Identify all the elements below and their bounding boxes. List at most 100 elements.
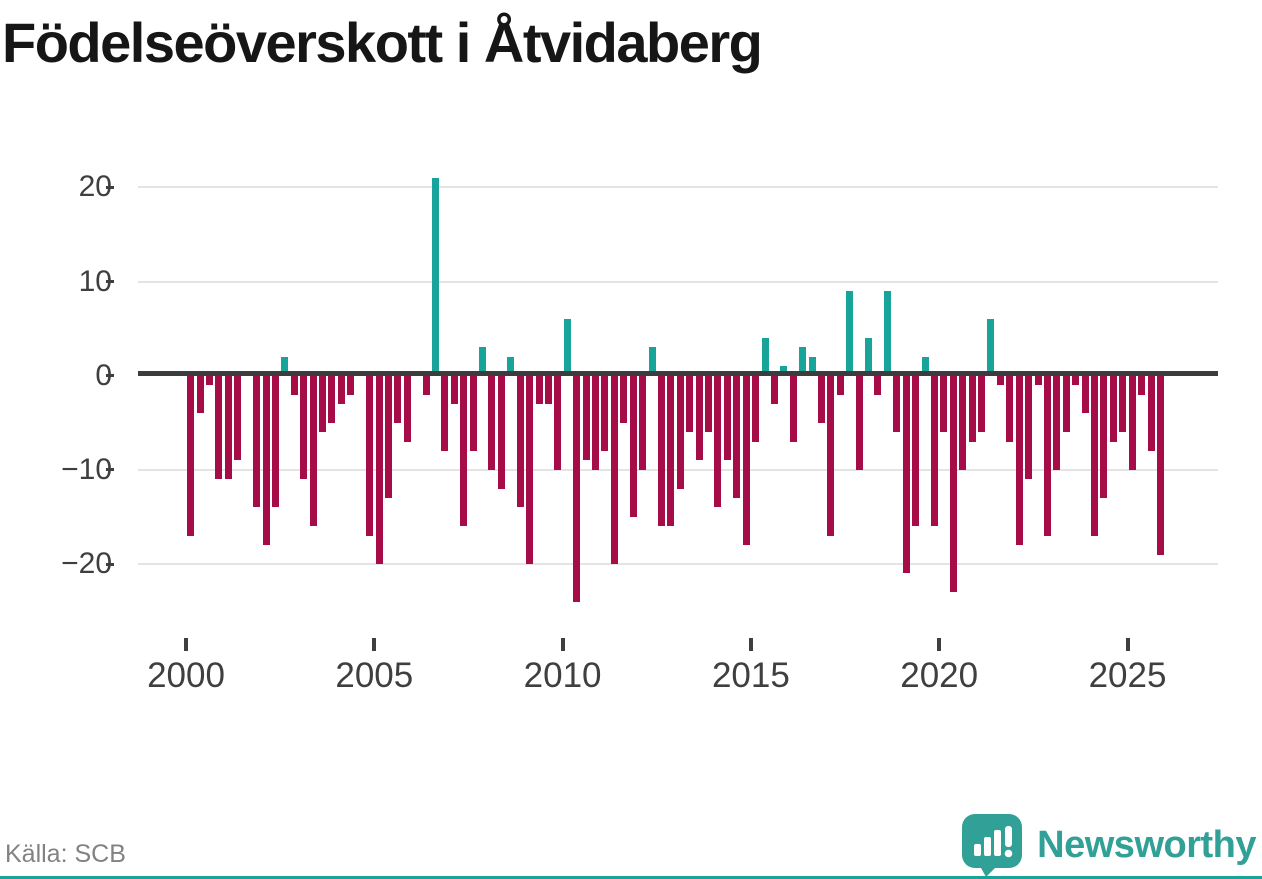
chart-title: Födelseöverskott i Åtvidaberg	[2, 11, 763, 74]
y-axis-label--10: −10	[61, 452, 112, 486]
bar-2021Q2	[987, 319, 995, 376]
bar-2015Q2	[761, 338, 769, 376]
bar-2025Q2	[1138, 375, 1146, 395]
bar-2006Q2	[422, 375, 430, 395]
bar-2006Q3	[431, 177, 439, 376]
bar-2007Q3	[469, 375, 477, 451]
bar-2000Q4	[215, 375, 223, 480]
x-axis-label-2025: 2025	[1088, 656, 1167, 695]
x-axis-tick-2000	[184, 638, 188, 651]
bar-2018Q3	[883, 290, 891, 376]
bar-2019Q2	[912, 375, 920, 527]
bar-2021Q3	[996, 375, 1004, 386]
bar-2004Q1	[337, 375, 345, 404]
y-axis-label--20: −20	[61, 547, 112, 580]
bar-2018Q1	[865, 338, 873, 376]
bar-2016Q2	[799, 347, 807, 376]
bar-2015Q1	[752, 375, 760, 442]
bar-2017Q4	[855, 375, 863, 470]
bar-2002Q4	[290, 375, 298, 395]
bar-2001Q4	[253, 375, 261, 508]
bar-2023Q2	[1062, 375, 1070, 433]
bar-2007Q4	[479, 347, 487, 376]
gridline-y-20	[138, 563, 1218, 565]
bar-2005Q3	[394, 375, 402, 423]
bar-2004Q2	[347, 375, 355, 395]
x-axis-label-2010: 2010	[523, 656, 602, 695]
bar-2014Q2	[723, 375, 731, 461]
bar-2011Q2	[610, 375, 618, 564]
bar-2022Q3	[1034, 375, 1042, 386]
bar-2016Q1	[789, 375, 797, 442]
x-axis-tick-2005	[372, 638, 377, 651]
gridline-y10	[138, 280, 1218, 283]
bar-2002Q2	[271, 375, 279, 508]
bar-2011Q1	[601, 375, 609, 451]
bar-2010Q1	[563, 319, 571, 376]
bar-2016Q3	[808, 356, 816, 376]
bar-2009Q3	[544, 375, 552, 404]
y-axis-label-20: 20	[78, 170, 112, 204]
bar-2010Q4	[592, 375, 600, 470]
bar-2020Q1	[940, 375, 948, 433]
source-label: Källa: SCB	[5, 840, 126, 868]
bar-2015Q3	[770, 375, 778, 404]
bar-2025Q4	[1156, 375, 1164, 555]
bar-2017Q3	[846, 290, 854, 376]
y-axis-tick-10	[106, 280, 114, 284]
bar-2003Q2	[309, 375, 317, 527]
bar-2017Q2	[836, 375, 844, 395]
bar-2013Q3	[695, 375, 703, 461]
newsworthy-logo: Newsworthy	[961, 812, 1256, 878]
bar-2008Q4	[516, 375, 524, 508]
bar-2003Q1	[300, 375, 308, 480]
bar-2002Q1	[262, 375, 270, 546]
bar-2003Q4	[328, 375, 336, 423]
bar-2010Q2	[573, 375, 581, 602]
bar-2012Q1	[639, 375, 647, 470]
bar-2023Q4	[1081, 375, 1089, 414]
bar-2020Q4	[968, 375, 976, 442]
bar-2010Q3	[582, 375, 590, 461]
bar-2021Q1	[978, 375, 986, 433]
bar-2014Q4	[742, 375, 750, 546]
bar-2012Q2	[648, 347, 656, 376]
bar-2024Q3	[1109, 375, 1117, 442]
x-axis-tick-2015	[748, 638, 753, 651]
bar-2001Q2	[234, 375, 242, 461]
x-axis-label-2000: 2000	[147, 656, 225, 695]
bar-2019Q1	[902, 375, 910, 574]
bar-2024Q2	[1100, 375, 1108, 499]
bar-2000Q3	[206, 375, 214, 386]
x-axis-tick-2010	[560, 638, 565, 651]
bar-2004Q4	[366, 375, 374, 536]
bar-2024Q1	[1091, 375, 1099, 536]
zero-baseline	[138, 371, 1218, 376]
bar-2011Q3	[620, 375, 628, 423]
bar-2005Q2	[384, 375, 392, 499]
bar-2008Q2	[497, 375, 505, 489]
bar-2014Q3	[733, 375, 741, 499]
bar-2021Q4	[1006, 375, 1014, 442]
bar-2023Q3	[1072, 375, 1080, 386]
bar-2002Q3	[281, 356, 289, 376]
y-axis-tick-0	[106, 374, 114, 378]
bar-2012Q3	[657, 375, 665, 527]
bar-2022Q4	[1043, 375, 1051, 536]
bar-2003Q3	[319, 375, 326, 433]
bar-2020Q2	[949, 375, 957, 593]
bar-2009Q1	[526, 375, 534, 564]
gridline-y20	[138, 186, 1218, 189]
bar-2018Q2	[874, 375, 882, 395]
bar-2007Q2	[460, 375, 468, 527]
newsworthy-wordmark: Newsworthy	[1037, 824, 1256, 866]
bar-2020Q3	[959, 375, 967, 470]
x-axis-label-2015: 2015	[711, 656, 790, 695]
bar-2012Q4	[667, 375, 675, 527]
bar-2008Q1	[488, 375, 496, 470]
bar-2025Q3	[1147, 375, 1155, 451]
x-axis-tick-2020	[937, 638, 942, 651]
bar-2015Q4	[780, 366, 788, 376]
bar-2022Q1	[1015, 375, 1023, 546]
bar-2006Q4	[441, 375, 449, 451]
